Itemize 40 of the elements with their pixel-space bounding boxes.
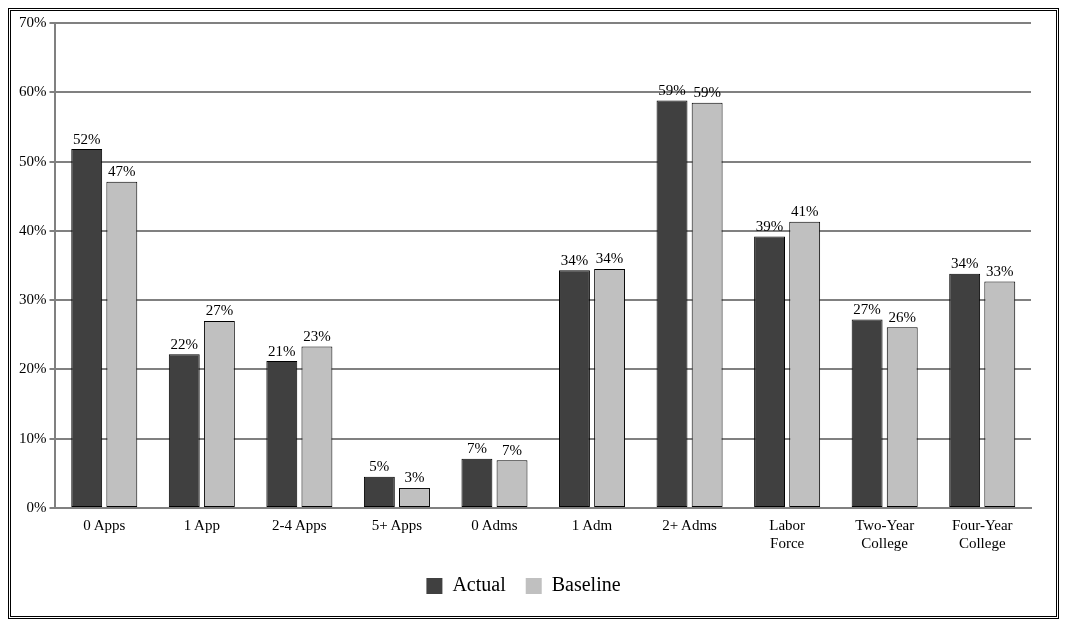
x-tick-label: Two-Year College — [855, 516, 915, 551]
y-tick-label: 60% — [19, 83, 47, 100]
y-tick-label: 10% — [19, 429, 47, 446]
data-label: 59% — [693, 84, 721, 101]
data-label: 39% — [755, 217, 784, 234]
x-tick-label: 5+ Apps — [371, 516, 423, 533]
data-label: 23% — [303, 328, 331, 344]
x-tick-label: 0 Apps — [83, 516, 126, 533]
data-label: 21% — [268, 342, 296, 359]
data-label: 34% — [595, 250, 624, 267]
data-label: 52% — [72, 130, 101, 147]
data-label: 34% — [560, 251, 589, 268]
legend-label: Baseline — [551, 573, 621, 596]
data-label: 22% — [170, 335, 199, 352]
data-label: 27% — [205, 302, 234, 319]
x-tick-label: 1 App — [183, 516, 220, 533]
y-tick-label: 70% — [19, 13, 47, 30]
data-label: 59% — [658, 82, 686, 99]
x-tick-label: 0 Adms — [471, 516, 518, 533]
data-label: 41% — [790, 203, 819, 220]
x-tick-label: 1 Adm — [571, 516, 613, 533]
data-label: 27% — [853, 300, 881, 317]
data-label: 47% — [108, 163, 136, 180]
data-label: 26% — [888, 308, 916, 325]
y-tick-label: 50% — [19, 152, 47, 169]
legend-label: Actual — [452, 573, 507, 596]
data-label: 33% — [986, 262, 1014, 279]
data-label: 7% — [502, 441, 523, 458]
x-tick-label: 2+ Adms — [662, 516, 718, 533]
y-tick-label: 40% — [19, 221, 47, 238]
data-label: 34% — [950, 255, 979, 272]
x-tick-label: 2-4 Apps — [272, 516, 327, 533]
data-label: 5% — [369, 458, 390, 475]
x-tick-label: Four-Year College — [951, 516, 1013, 551]
y-tick-label: 0% — [26, 498, 47, 515]
data-label: 7% — [466, 440, 487, 457]
y-tick-label: 20% — [19, 360, 47, 377]
y-tick-label: 30% — [19, 291, 47, 308]
x-tick-label: Labor Force — [769, 516, 806, 551]
data-label: 3% — [404, 469, 425, 486]
